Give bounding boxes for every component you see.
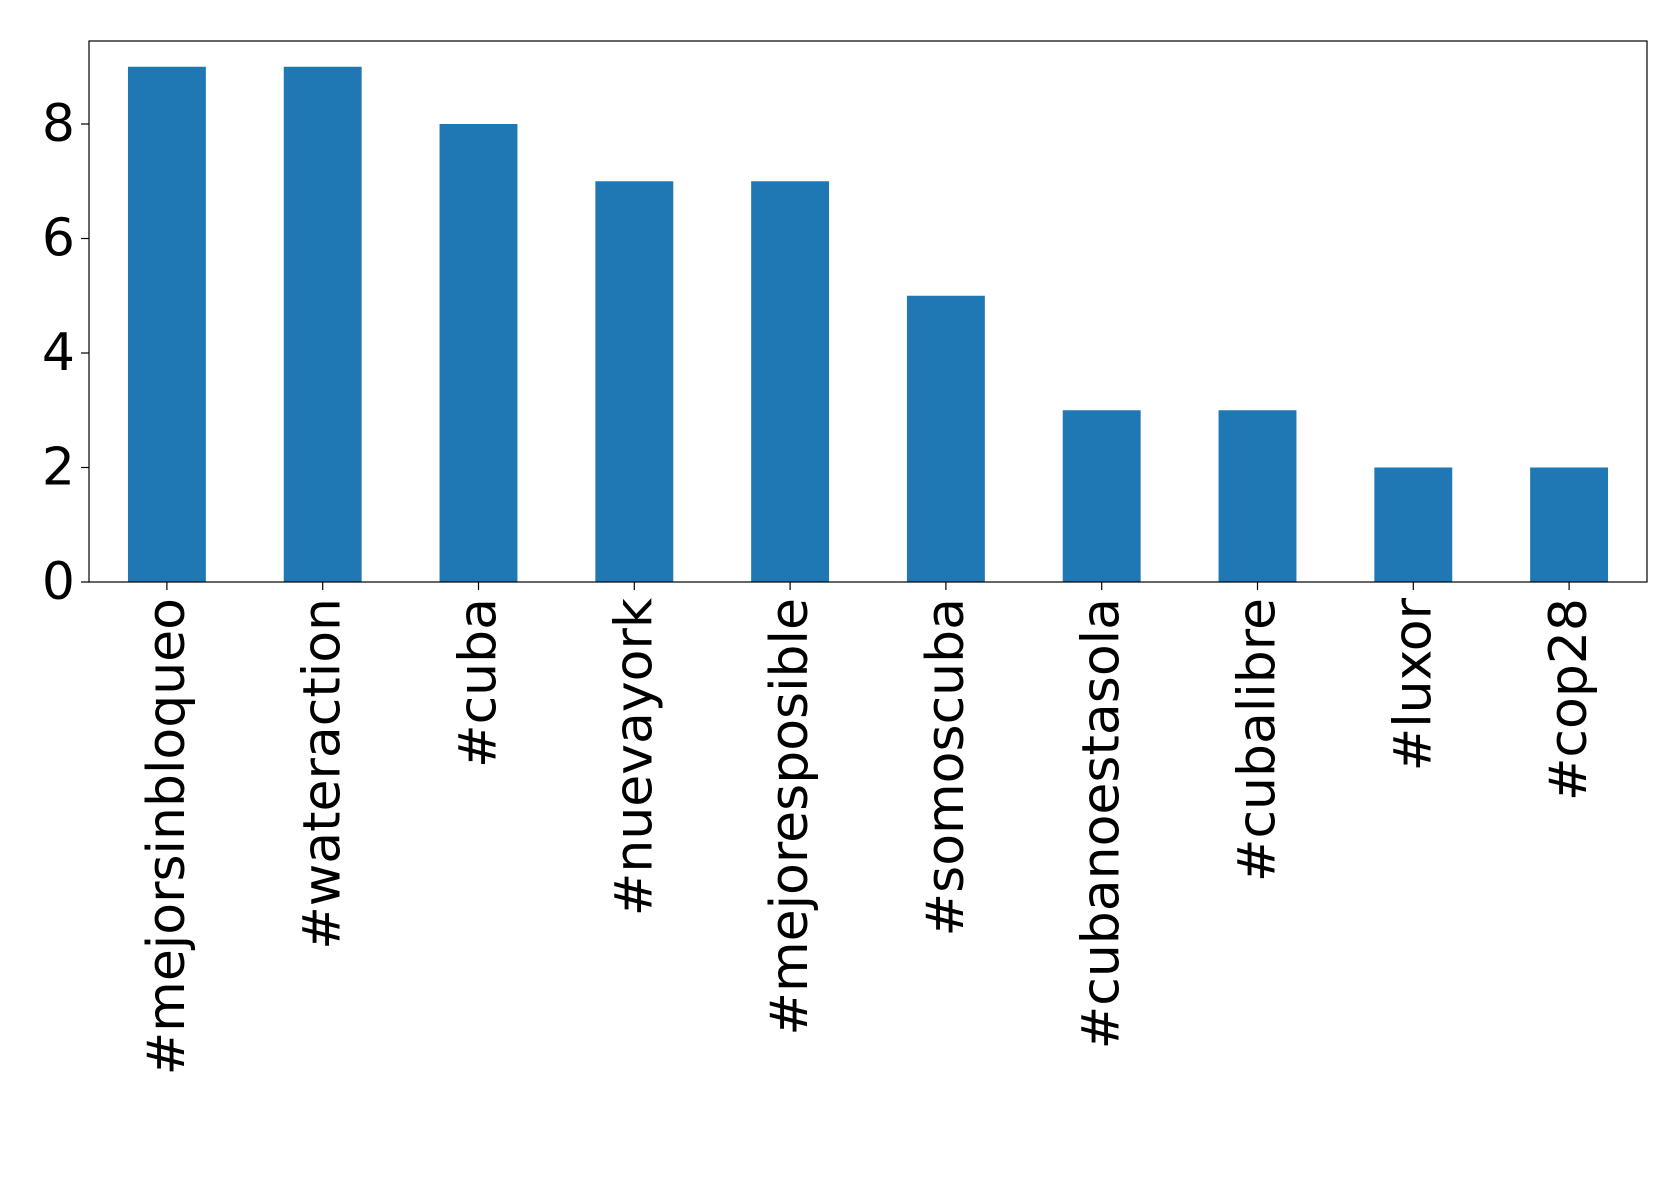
plot-frame bbox=[88, 40, 1648, 583]
bar bbox=[906, 295, 985, 582]
x-tick-label: #cuba bbox=[449, 598, 509, 768]
x-tick-label: #wateraction bbox=[293, 598, 353, 950]
x-tick-label: #mejorsinbloqueo bbox=[137, 598, 197, 1075]
x-tick-label: #cop28 bbox=[1539, 598, 1599, 801]
bar bbox=[127, 66, 206, 582]
y-tick-label: 6 bbox=[42, 209, 75, 269]
y-tick-label: 0 bbox=[42, 552, 75, 612]
x-tick-label: #cubalibre bbox=[1228, 598, 1288, 882]
y-tick-label: 8 bbox=[42, 94, 75, 154]
bar bbox=[1530, 467, 1609, 582]
bar bbox=[1374, 467, 1453, 582]
bar bbox=[1062, 410, 1141, 582]
bar bbox=[1218, 410, 1297, 582]
y-tick-label: 4 bbox=[42, 323, 75, 383]
bar bbox=[439, 124, 518, 582]
bar bbox=[751, 181, 830, 582]
x-tick-label: #nuevayork bbox=[604, 598, 664, 916]
bar bbox=[283, 66, 362, 582]
x-tick-label: #somoscuba bbox=[916, 598, 976, 936]
x-tick-label: #luxor bbox=[1383, 597, 1443, 771]
x-tick-label: #mejoresposible bbox=[760, 598, 820, 1036]
y-tick-label: 2 bbox=[42, 438, 75, 498]
bar bbox=[595, 181, 674, 582]
x-tick-label: #cubanoestasola bbox=[1072, 598, 1132, 1049]
